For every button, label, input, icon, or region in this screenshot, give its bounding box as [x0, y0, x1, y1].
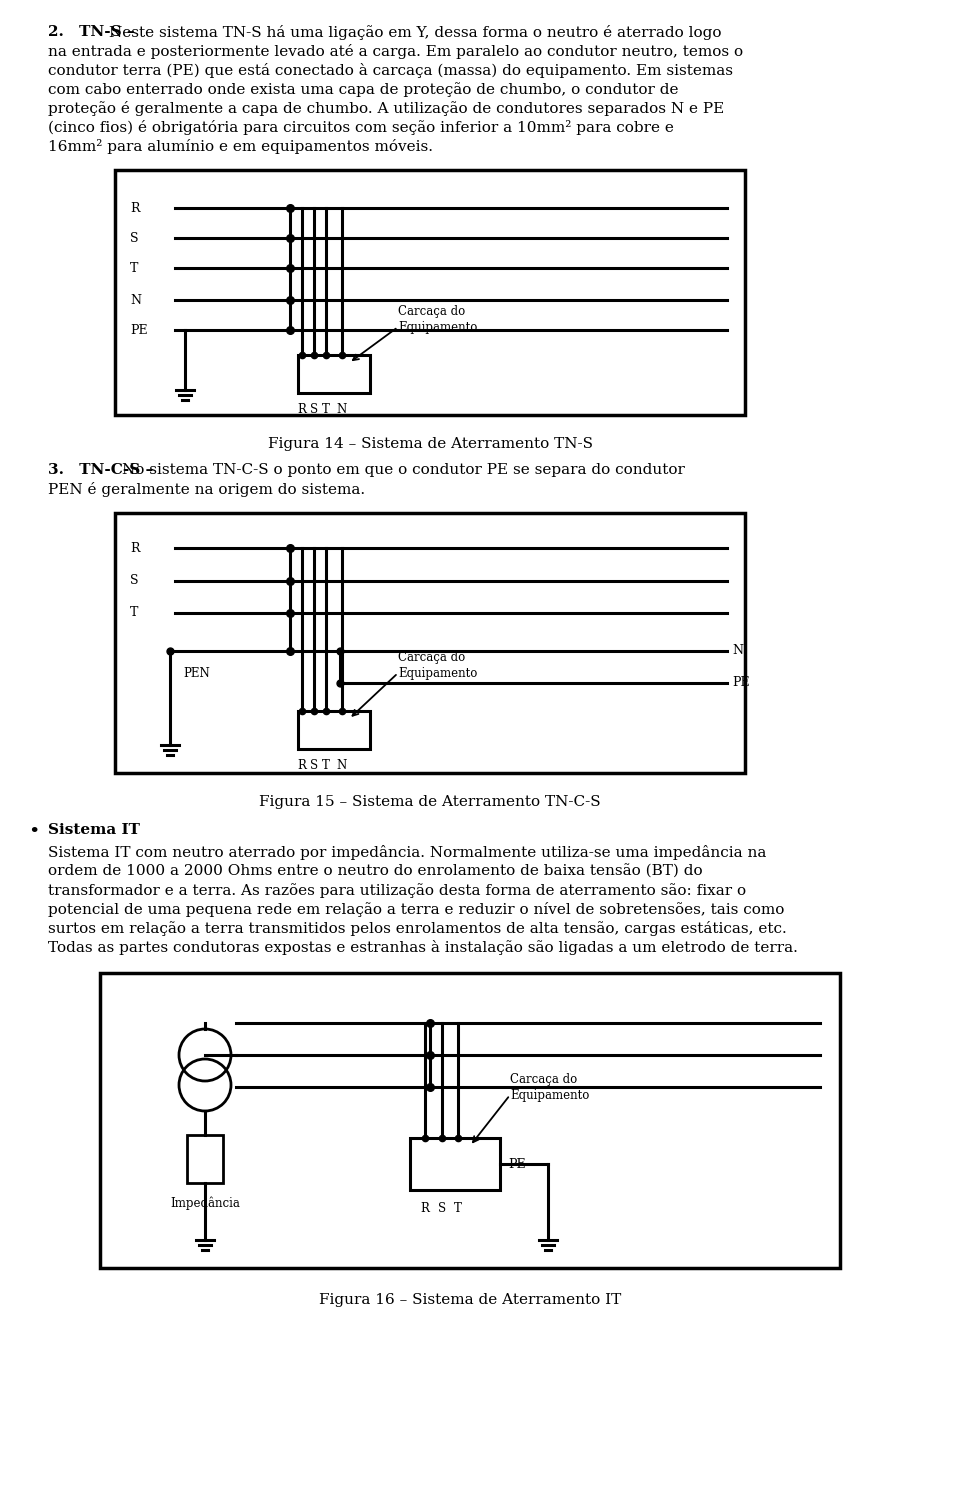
Text: surtos em relação a terra transmitidos pelos enrolamentos de alta tensão, cargas: surtos em relação a terra transmitidos p… — [48, 920, 787, 935]
Text: Carcaça do
Equipamento: Carcaça do Equipamento — [510, 1072, 589, 1102]
Text: •: • — [28, 823, 39, 841]
Text: 2. TN-S –: 2. TN-S – — [48, 26, 140, 39]
Text: com cabo enterrado onde exista uma capa de proteção de chumbo, o condutor de: com cabo enterrado onde exista uma capa … — [48, 83, 679, 96]
Text: S: S — [310, 403, 318, 417]
Text: R: R — [298, 760, 306, 772]
Text: R: R — [130, 541, 139, 555]
Text: T: T — [130, 606, 138, 620]
Text: S: S — [130, 575, 138, 588]
Text: Sistema IT: Sistema IT — [48, 823, 140, 838]
Text: transformador e a terra. As razões para utilização desta forma de aterramento sã: transformador e a terra. As razões para … — [48, 883, 746, 898]
Text: N: N — [337, 403, 348, 417]
Bar — [410, 1139, 500, 1190]
Text: T: T — [130, 262, 138, 275]
Text: Neste sistema TN-S há uma ligação em Y, dessa forma o neutro é aterrado logo: Neste sistema TN-S há uma ligação em Y, … — [109, 26, 722, 41]
Text: ordem de 1000 a 2000 Ohms entre o neutro do enrolamento de baixa tensão (BT) do: ordem de 1000 a 2000 Ohms entre o neutro… — [48, 863, 703, 878]
Text: 3. TN-C-S –: 3. TN-C-S – — [48, 463, 158, 477]
Text: PEN é geralmente na origem do sistema.: PEN é geralmente na origem do sistema. — [48, 481, 365, 496]
Text: Todas as partes condutoras expostas e estranhas à instalação são ligadas a um el: Todas as partes condutoras expostas e es… — [48, 940, 798, 955]
Text: S: S — [310, 760, 318, 772]
Text: N: N — [732, 645, 743, 657]
Text: T: T — [322, 403, 330, 417]
Text: N: N — [337, 760, 348, 772]
Bar — [100, 973, 840, 1268]
Text: R: R — [420, 1202, 429, 1215]
Text: PE: PE — [508, 1158, 526, 1170]
Bar — [298, 355, 370, 393]
Text: T: T — [322, 760, 330, 772]
Text: PEN: PEN — [183, 666, 209, 680]
Text: 16mm² para alumínio e em equipamentos móveis.: 16mm² para alumínio e em equipamentos mó… — [48, 138, 433, 153]
Text: Impedância: Impedância — [170, 1197, 240, 1211]
Text: Carcaça do
Equipamento: Carcaça do Equipamento — [398, 305, 477, 334]
Bar — [115, 170, 745, 415]
Text: PE: PE — [130, 323, 148, 337]
Text: Figura 14 – Sistema de Aterramento TN-S: Figura 14 – Sistema de Aterramento TN-S — [268, 438, 592, 451]
Text: PE: PE — [732, 677, 750, 689]
Text: S: S — [130, 232, 138, 245]
Text: Sistema IT com neutro aterrado por impedância. Normalmente utiliza-se uma impedâ: Sistema IT com neutro aterrado por imped… — [48, 845, 766, 860]
Text: R: R — [298, 403, 306, 417]
Text: Figura 15 – Sistema de Aterramento TN-C-S: Figura 15 – Sistema de Aterramento TN-C-… — [259, 796, 601, 809]
Bar — [187, 1136, 223, 1184]
Text: T: T — [454, 1202, 462, 1215]
Text: R: R — [130, 202, 139, 215]
Text: Carcaça do
Equipamento: Carcaça do Equipamento — [398, 651, 477, 680]
Text: proteção é geralmente a capa de chumbo. A utilização de condutores separados N e: proteção é geralmente a capa de chumbo. … — [48, 101, 724, 116]
Text: potencial de uma pequena rede em relação a terra e reduzir o nível de sobretensõ: potencial de uma pequena rede em relação… — [48, 902, 784, 917]
Text: S: S — [438, 1202, 446, 1215]
Text: Figura 16 – Sistema de Aterramento IT: Figura 16 – Sistema de Aterramento IT — [319, 1293, 621, 1307]
Text: No sistema TN-C-S o ponto em que o condutor PE se separa do condutor: No sistema TN-C-S o ponto em que o condu… — [122, 463, 684, 477]
Bar — [115, 513, 745, 773]
Bar — [298, 711, 370, 749]
Text: (cinco fios) é obrigatória para circuitos com seção inferior a 10mm² para cobre : (cinco fios) é obrigatória para circuito… — [48, 120, 674, 135]
Text: N: N — [130, 293, 141, 307]
Text: na entrada e posteriormente levado até a carga. Em paralelo ao condutor neutro, : na entrada e posteriormente levado até a… — [48, 44, 743, 59]
Text: condutor terra (PE) que está conectado à carcaça (massa) do equipamento. Em sist: condutor terra (PE) que está conectado à… — [48, 63, 733, 78]
